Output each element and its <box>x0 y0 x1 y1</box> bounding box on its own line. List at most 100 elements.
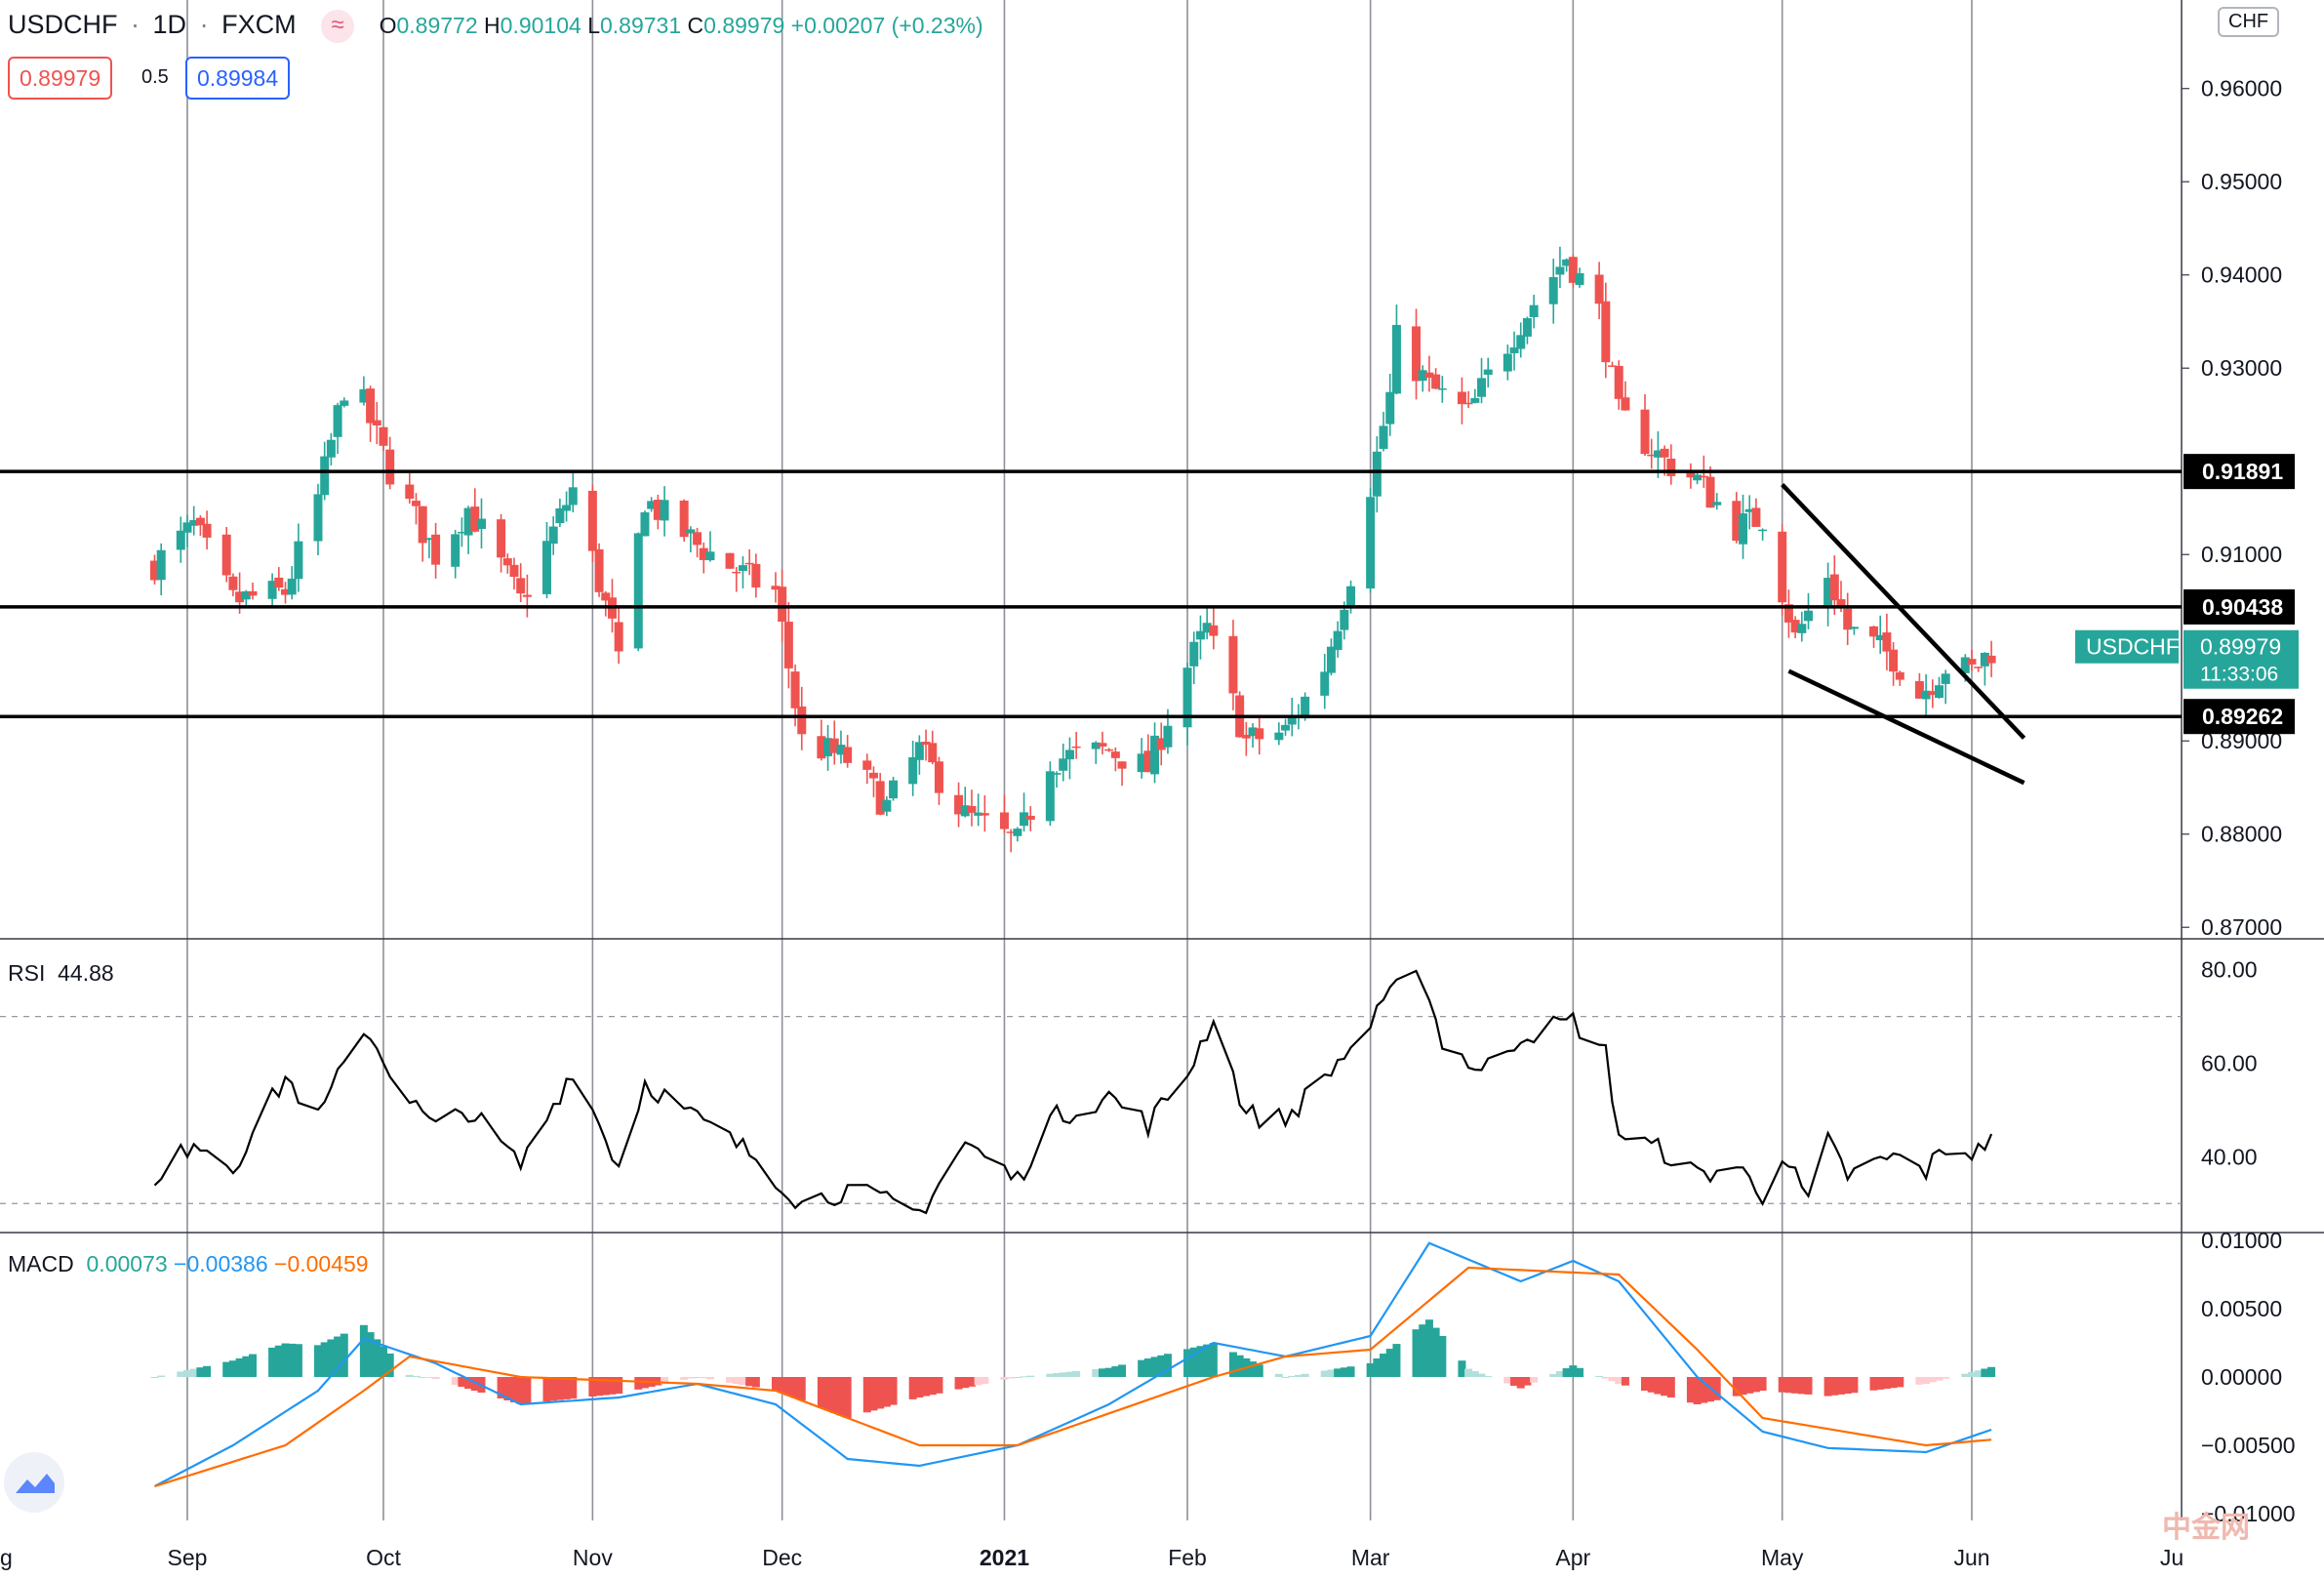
candle-body <box>771 586 781 590</box>
macd-histogram-bar <box>1366 1363 1375 1377</box>
candle-body <box>1869 626 1879 637</box>
macd-histogram-bar <box>1745 1377 1754 1394</box>
rsi-tick-label: 80.00 <box>2201 957 2258 983</box>
macd-histogram-bar <box>1555 1370 1564 1377</box>
candle-body <box>999 812 1009 830</box>
macd-histogram-bar <box>732 1377 741 1384</box>
candle-body <box>1281 724 1291 731</box>
price-tick-label: 0.94000 <box>2201 263 2282 288</box>
macd-histogram-bar <box>242 1356 251 1377</box>
open-value: 0.89772 <box>396 13 478 39</box>
candle-body <box>1202 623 1212 633</box>
tradingview-logo[interactable] <box>4 1452 64 1513</box>
macd-histogram-bar <box>359 1324 368 1377</box>
macd-tick-label: 0.00500 <box>2201 1296 2282 1321</box>
symbol-label[interactable]: USDCHF <box>8 10 118 40</box>
macd-histogram-bar <box>1987 1366 1996 1377</box>
candle-body <box>555 507 565 524</box>
macd-histogram-bar <box>1595 1375 1604 1377</box>
currency-button[interactable]: CHF <box>2218 7 2280 37</box>
macd-histogram-bar <box>1020 1376 1028 1378</box>
macd-histogram-bar <box>601 1377 610 1396</box>
macd-histogram-bar <box>843 1377 852 1418</box>
macd-histogram-bar <box>1340 1367 1348 1377</box>
candle-body <box>1889 649 1899 672</box>
macd-histogram-bar <box>157 1375 166 1377</box>
candle-body <box>686 529 696 534</box>
macd-histogram-bar <box>1320 1370 1329 1377</box>
candle-body <box>411 501 421 506</box>
candle-body <box>693 532 702 546</box>
macd-histogram-bar <box>967 1377 976 1387</box>
macd-histogram-bar <box>1530 1377 1539 1383</box>
candle-body <box>843 747 853 763</box>
macd-histogram-bar <box>1464 1368 1473 1377</box>
candle-body <box>967 805 977 813</box>
macd-histogram-bar <box>509 1377 518 1403</box>
macd-histogram-bar <box>1608 1377 1617 1382</box>
macd-histogram-bar <box>334 1336 342 1377</box>
macd-histogram-bar <box>882 1377 891 1407</box>
candle-body <box>653 500 662 520</box>
macd-histogram-bar <box>1686 1377 1695 1403</box>
candle-body <box>1640 409 1650 455</box>
candle-body <box>1477 378 1487 397</box>
candle-body <box>829 738 839 753</box>
sell-button[interactable]: 0.89979 <box>8 57 113 100</box>
macd-tick-label: −0.00500 <box>2201 1433 2296 1458</box>
candle-body <box>1647 454 1657 457</box>
macd-histogram-bar <box>1732 1377 1741 1397</box>
candle-body <box>705 551 715 561</box>
candle-body <box>568 487 578 506</box>
candle-body <box>1875 634 1885 641</box>
candle-body <box>221 534 231 576</box>
time-axis-label: 2021 <box>980 1545 1029 1570</box>
candle-body <box>267 581 277 599</box>
candle-body <box>1751 507 1761 527</box>
macd-histogram-bar <box>915 1377 924 1397</box>
candle-body <box>1967 659 1977 665</box>
interval-label[interactable]: 1D <box>152 10 187 40</box>
candle-body <box>647 501 657 509</box>
candle-body <box>954 794 964 815</box>
macd-histogram-bar <box>661 1377 669 1385</box>
spread-label: 0.5 <box>141 66 169 88</box>
level-tag-label: 0.90438 <box>2202 594 2283 620</box>
candle-body <box>385 449 395 485</box>
macd-histogram-bar <box>1301 1373 1309 1377</box>
macd-histogram-bar <box>830 1377 839 1413</box>
rsi-pane[interactable] <box>0 969 2182 1215</box>
macd-histogram-bar <box>274 1345 283 1377</box>
price-pane[interactable] <box>0 246 2182 853</box>
macd-hist-value: 0.00073 <box>86 1251 168 1276</box>
candle-body <box>189 519 199 526</box>
candle-body <box>1732 501 1742 542</box>
candle-body <box>1594 274 1604 304</box>
candle-body <box>1209 625 1219 636</box>
macd-histogram-bar <box>1000 1377 1009 1380</box>
macd-pane[interactable] <box>150 1241 1996 1488</box>
macd-histogram-bar <box>634 1377 643 1390</box>
buy-button[interactable]: 0.89984 <box>185 57 291 100</box>
signal-line <box>154 1266 1992 1488</box>
candle-body <box>1457 391 1466 405</box>
price-tick-label: 0.87000 <box>2201 914 2282 940</box>
macd-histogram-bar <box>497 1377 505 1399</box>
candle-body <box>862 760 872 770</box>
macd-histogram-bar <box>588 1377 597 1397</box>
time-axis-label: Dec <box>762 1545 802 1570</box>
candle-body <box>541 541 551 594</box>
macd-histogram-bar <box>1196 1346 1205 1377</box>
macd-histogram-bar <box>1693 1377 1702 1404</box>
macd-tick-label: −0.01000 <box>2201 1501 2296 1526</box>
macd-histogram-bar <box>1876 1377 1885 1390</box>
ohlc-values: O0.89772 H0.90104 L0.89731 C0.89979 +0.0… <box>379 13 983 39</box>
approx-icon: ≈ <box>321 10 355 43</box>
macd-histogram-bar <box>1163 1354 1172 1377</box>
macd-histogram-bar <box>1065 1371 1074 1377</box>
macd-histogram-bar <box>954 1377 963 1390</box>
candle-body <box>1843 608 1853 630</box>
candle-body <box>1098 743 1107 747</box>
macd-histogram-bar <box>516 1377 525 1404</box>
